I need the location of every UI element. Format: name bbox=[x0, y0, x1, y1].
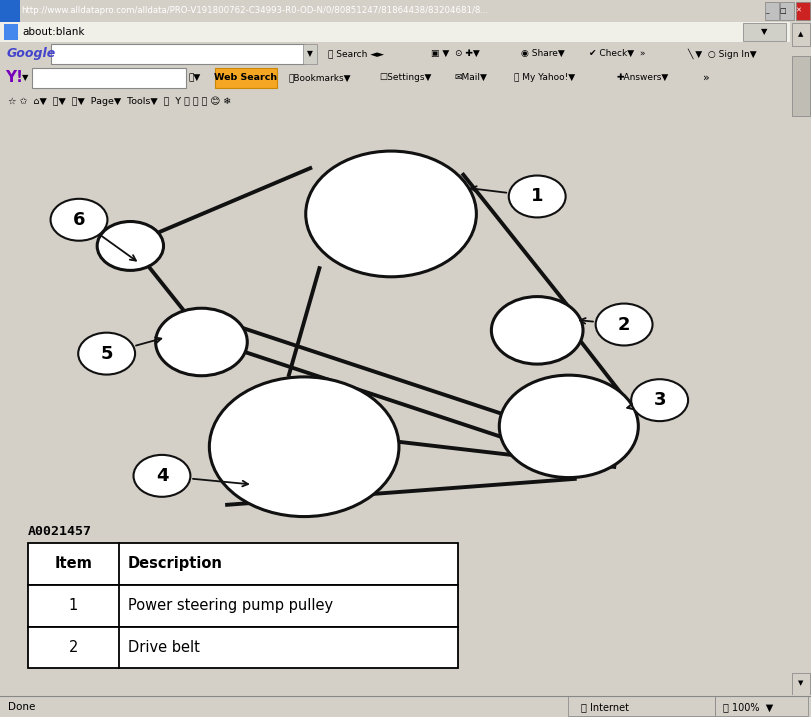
Bar bbox=[568, 696, 714, 716]
Text: ▼: ▼ bbox=[307, 49, 312, 58]
Bar bbox=[742, 23, 785, 41]
Bar bbox=[795, 2, 809, 20]
Text: 3: 3 bbox=[653, 391, 665, 409]
Text: 1: 1 bbox=[68, 598, 78, 613]
Text: about:blank: about:blank bbox=[22, 27, 84, 37]
Bar bbox=[4, 24, 18, 40]
Circle shape bbox=[630, 379, 687, 421]
Text: ✔ Check▼  »: ✔ Check▼ » bbox=[588, 49, 644, 58]
Text: ☆ ✩  ⌂▼  🔔▼  🖨▼  Page▼  Tools▼  ❓  Y 📰 🔍 👤 😊 ❄: ☆ ✩ ⌂▼ 🔔▼ 🖨▼ Page▼ Tools▼ ❓ Y 📰 🔍 👤 😊 ❄ bbox=[8, 96, 231, 106]
Circle shape bbox=[499, 375, 637, 478]
Text: http://www.alldatapro.com/alldata/PRO-V191800762-C34993-R0-OD-N/0/80851247/81864: http://www.alldatapro.com/alldata/PRO-V1… bbox=[21, 6, 487, 15]
Text: A0021457: A0021457 bbox=[28, 526, 92, 538]
Text: Description: Description bbox=[128, 556, 222, 571]
FancyBboxPatch shape bbox=[32, 68, 186, 87]
Bar bbox=[714, 696, 807, 716]
Text: 🔖Bookmarks▼: 🔖Bookmarks▼ bbox=[288, 73, 350, 82]
Text: Done: Done bbox=[8, 702, 36, 712]
Text: ▼: ▼ bbox=[22, 73, 28, 82]
FancyBboxPatch shape bbox=[51, 44, 304, 64]
Text: 5: 5 bbox=[101, 345, 113, 363]
Text: Item: Item bbox=[54, 556, 92, 571]
Text: Drive belt: Drive belt bbox=[128, 640, 200, 655]
Circle shape bbox=[209, 377, 398, 516]
Text: _: _ bbox=[764, 8, 768, 14]
Text: 🔍▼: 🔍▼ bbox=[188, 73, 200, 82]
Circle shape bbox=[156, 308, 247, 376]
Text: □: □ bbox=[778, 8, 785, 14]
Text: 2: 2 bbox=[617, 315, 629, 333]
Bar bbox=[792, 24, 809, 46]
Text: 🔍 100%  ▼: 🔍 100% ▼ bbox=[722, 702, 772, 712]
Text: ╲ ▼  ○ Sign In▼: ╲ ▼ ○ Sign In▼ bbox=[686, 48, 756, 59]
Circle shape bbox=[306, 151, 476, 277]
Bar bbox=[792, 673, 809, 695]
Text: 4: 4 bbox=[156, 467, 168, 485]
Circle shape bbox=[491, 297, 582, 364]
Text: ▣ ▼  ⊙ ✚▼: ▣ ▼ ⊙ ✚▼ bbox=[430, 49, 478, 58]
Text: Ⓜ My Yahoo!▼: Ⓜ My Yahoo!▼ bbox=[513, 73, 574, 82]
Bar bbox=[0, 0, 20, 22]
Text: Power steering pump pulley: Power steering pump pulley bbox=[128, 598, 333, 613]
FancyBboxPatch shape bbox=[303, 44, 316, 64]
Bar bbox=[779, 2, 793, 20]
Bar bbox=[28, 584, 457, 627]
Text: Google: Google bbox=[6, 47, 55, 60]
Text: ✉Mail▼: ✉Mail▼ bbox=[453, 73, 487, 82]
Circle shape bbox=[133, 455, 190, 497]
Circle shape bbox=[508, 176, 565, 217]
Text: »: » bbox=[702, 72, 709, 82]
Circle shape bbox=[595, 303, 652, 346]
Bar bbox=[28, 543, 457, 584]
Bar bbox=[764, 2, 778, 20]
Text: ▼: ▼ bbox=[760, 27, 766, 36]
Text: ✚Answers▼: ✚Answers▼ bbox=[616, 73, 667, 82]
Text: ◉ Share▼: ◉ Share▼ bbox=[521, 49, 564, 58]
Text: 6: 6 bbox=[73, 211, 85, 229]
Text: 🌐 Internet: 🌐 Internet bbox=[580, 702, 628, 712]
Text: Web Search: Web Search bbox=[214, 73, 277, 82]
Circle shape bbox=[78, 333, 135, 374]
Text: 1: 1 bbox=[530, 187, 543, 206]
Circle shape bbox=[50, 199, 107, 241]
Circle shape bbox=[97, 222, 163, 270]
Text: ▼: ▼ bbox=[797, 680, 803, 687]
Text: ✕: ✕ bbox=[794, 8, 800, 14]
Bar bbox=[792, 56, 809, 116]
Text: 2: 2 bbox=[68, 640, 78, 655]
Text: ▲: ▲ bbox=[797, 31, 803, 37]
FancyBboxPatch shape bbox=[215, 68, 277, 88]
Text: Y!: Y! bbox=[6, 70, 24, 85]
Text: 🔍 Search ◄►: 🔍 Search ◄► bbox=[328, 49, 384, 58]
Text: ☐Settings▼: ☐Settings▼ bbox=[379, 73, 431, 82]
Bar bbox=[28, 627, 457, 668]
